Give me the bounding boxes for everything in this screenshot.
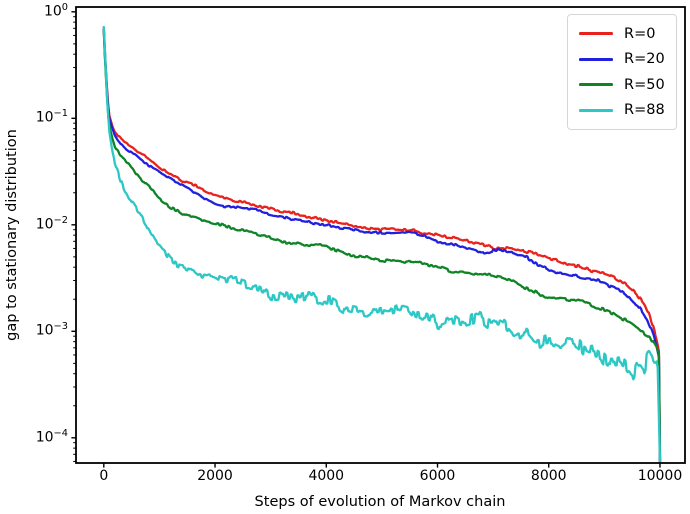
x-tick-label-2000: 2000 <box>197 468 233 484</box>
series-line-r20 <box>102 28 662 463</box>
x-tick-label-0: 0 <box>99 468 109 484</box>
series-line-r88 <box>102 25 662 463</box>
legend-swatch-r88 <box>579 108 613 112</box>
y-tick-label-1e−4: 10−4 <box>35 427 68 446</box>
x-axis-label: Steps of evolution of Markov chain <box>254 494 506 510</box>
y-axis-label: gap to stationary distribution <box>4 129 20 341</box>
x-tick-label-6000: 6000 <box>419 468 456 484</box>
legend-label-r0: R=0 <box>624 25 656 42</box>
y-tick-label-1e−1: 10−1 <box>35 108 68 126</box>
legend-label-r88: R=88 <box>624 102 665 119</box>
series-line-r0 <box>102 27 662 463</box>
legend-label-r50: R=50 <box>624 76 665 93</box>
legend-swatch-r0 <box>579 32 613 36</box>
x-tick-label-8000: 8000 <box>530 468 567 484</box>
legend-item-r0: R=0 <box>579 21 665 47</box>
x-tick-label-10000: 10000 <box>637 468 683 484</box>
legend-swatch-r50 <box>579 83 613 87</box>
y-tick-label-1e−3: 10−3 <box>35 321 68 339</box>
legend-item-r20: R=20 <box>579 47 665 73</box>
axes-spines <box>75 6 686 464</box>
legend-item-r50: R=50 <box>579 72 665 98</box>
legend: R=0 R=20 R=50 R=88 <box>567 14 677 130</box>
legend-item-r88: R=88 <box>579 98 665 124</box>
x-tick-label-4000: 4000 <box>308 468 345 484</box>
legend-label-r20: R=20 <box>624 51 665 68</box>
y-tick-label-1e0: 100 <box>43 1 68 20</box>
legend-swatch-r20 <box>579 57 613 61</box>
y-tick-label-1e−2: 10−2 <box>35 214 68 233</box>
series-line-r50 <box>102 29 662 462</box>
